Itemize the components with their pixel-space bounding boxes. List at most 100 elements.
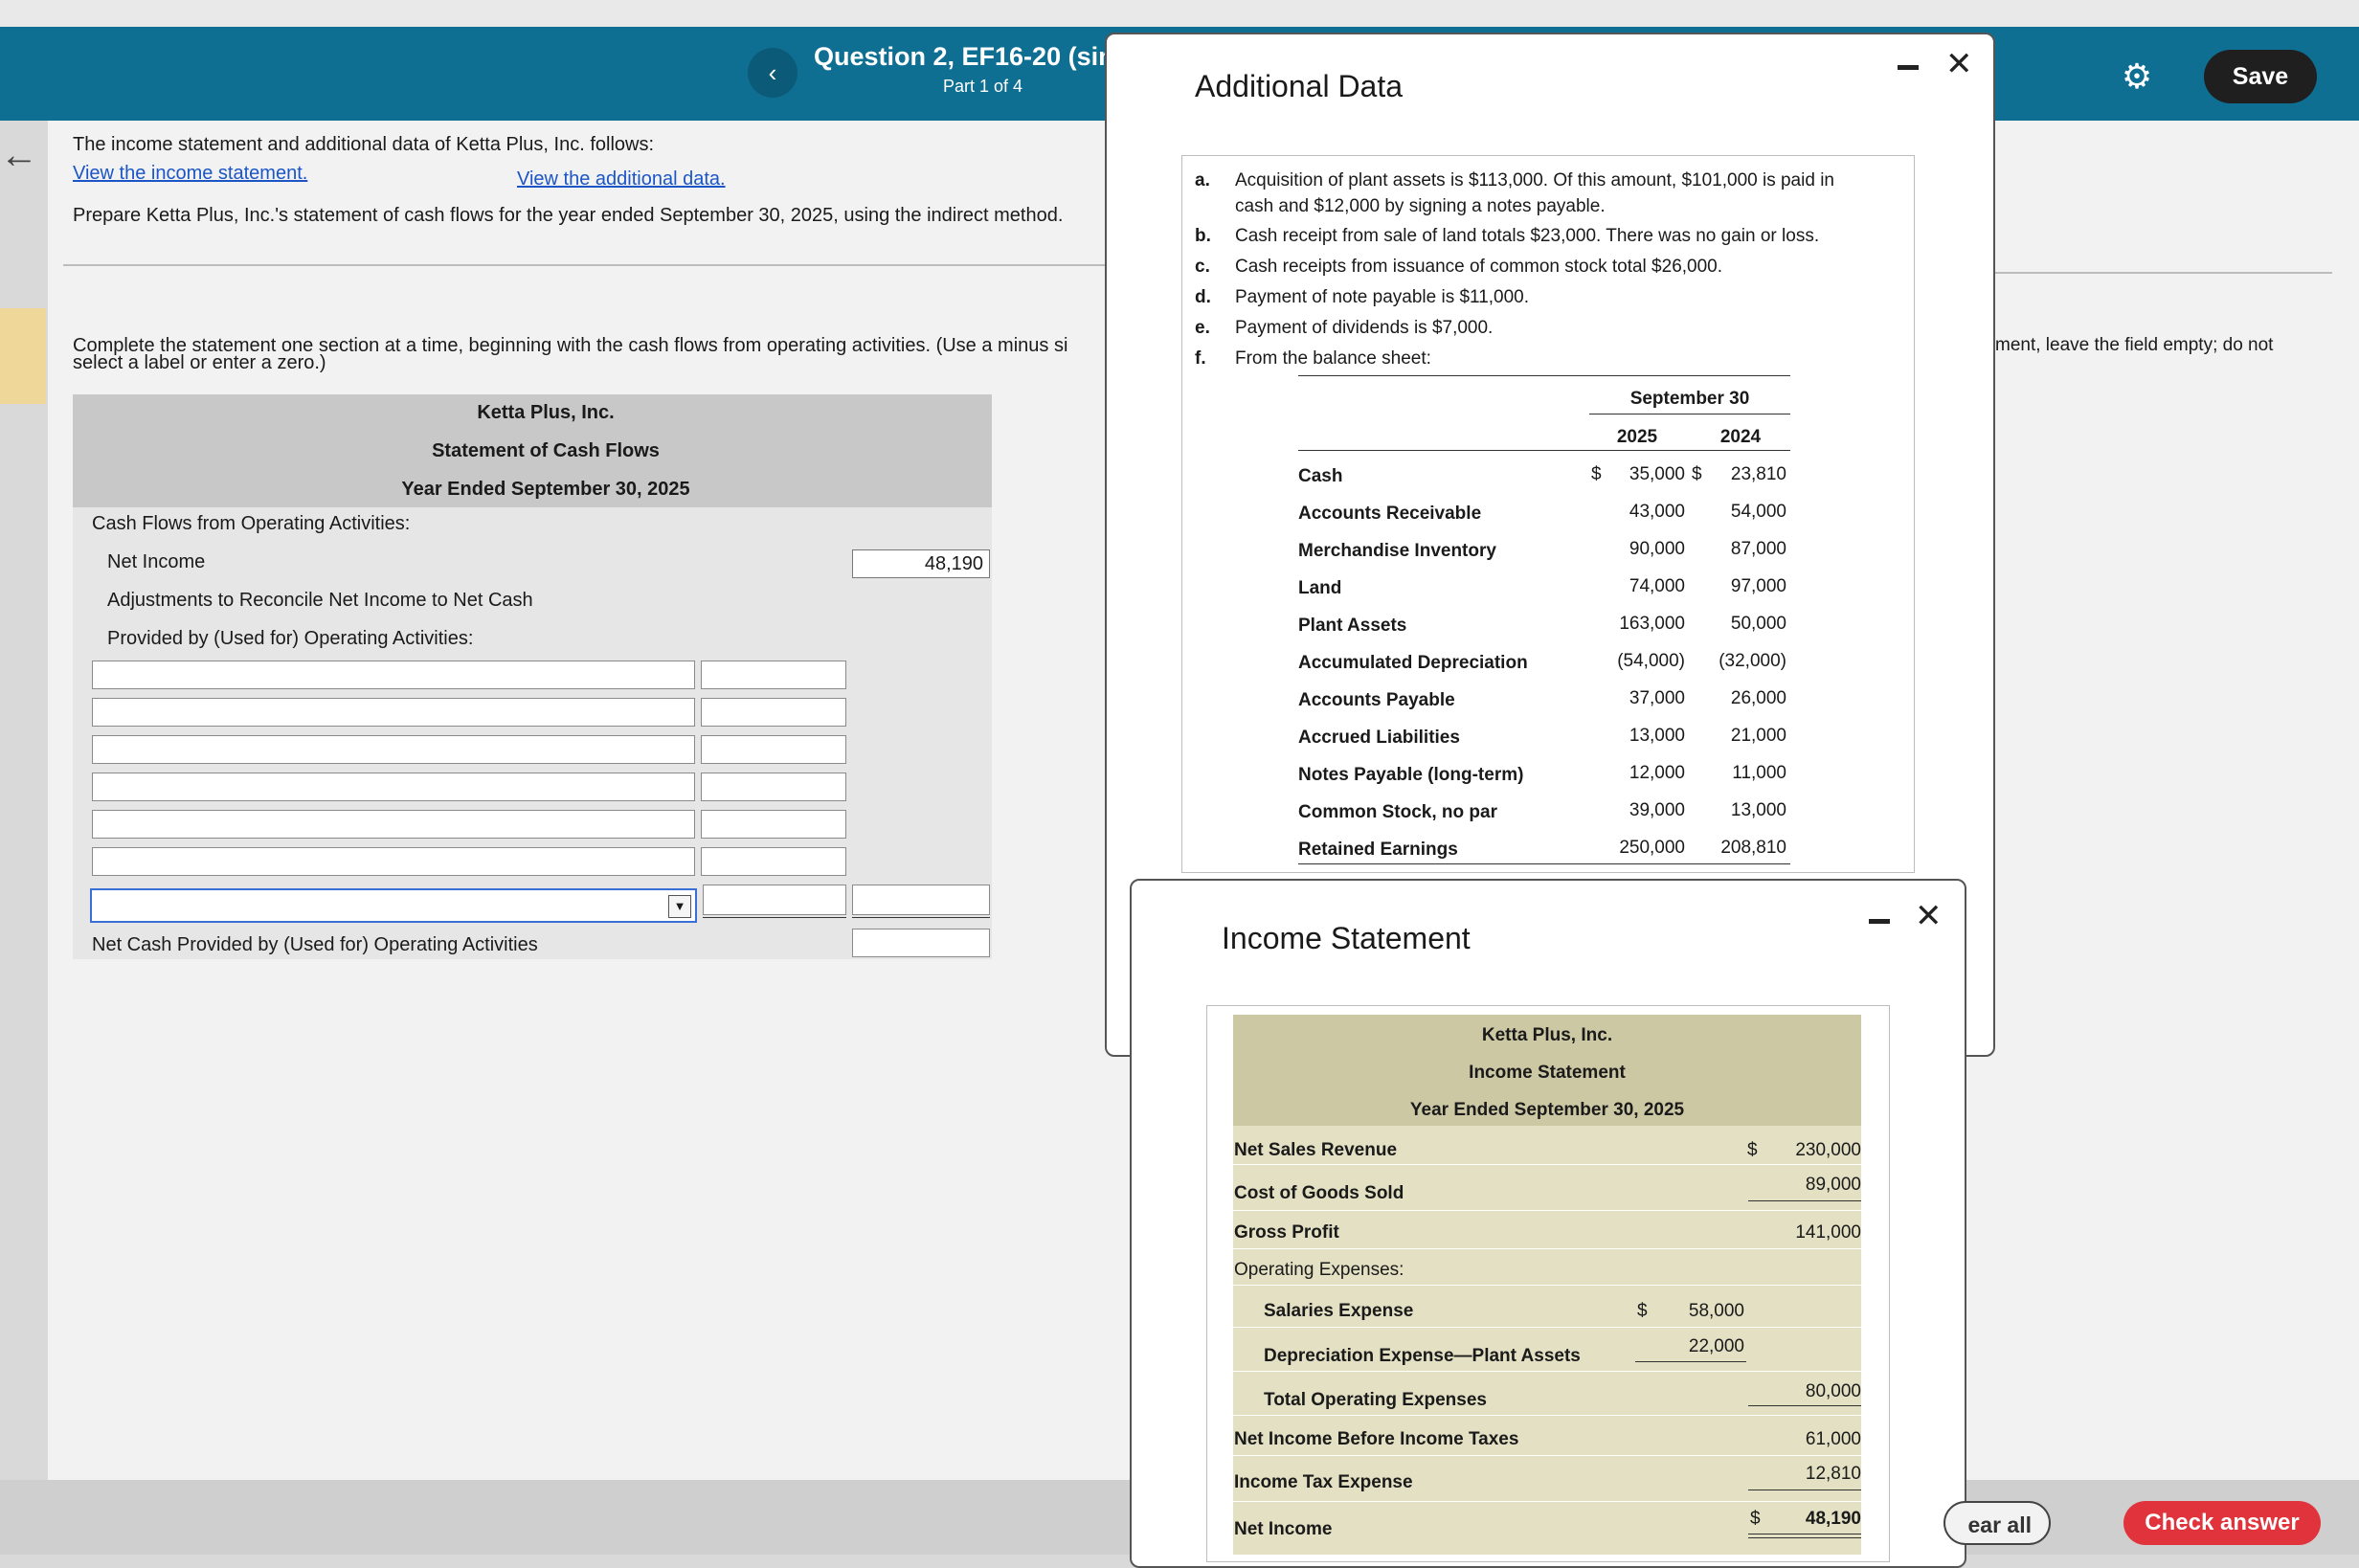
item-text: From the balance sheet: [1235, 348, 1431, 369]
is-value: 22,000 [1688, 1336, 1744, 1356]
is-value: 58,000 [1688, 1301, 1744, 1321]
balance-2024: 23,810 [1730, 464, 1786, 484]
adjustment-amount-input[interactable] [701, 698, 846, 727]
row-divider [1233, 1415, 1861, 1416]
is-row-label: Salaries Expense [1264, 1301, 1414, 1321]
minimize-icon[interactable] [1869, 919, 1890, 924]
balance-2025: 43,000 [1629, 502, 1685, 522]
adjustment-label-input[interactable] [92, 847, 695, 876]
back-arrow-icon[interactable]: ← [0, 134, 38, 176]
item-letter: a. [1195, 170, 1210, 190]
is-company: Ketta Plus, Inc. [1481, 1025, 1613, 1045]
statement-period: Year Ended September 30, 2025 [401, 479, 690, 500]
underline [1635, 1361, 1746, 1362]
balance-2024: 97,000 [1730, 576, 1786, 596]
question-title: Question 2, EF16-20 (simi [814, 42, 1129, 71]
row-divider [1233, 1327, 1861, 1328]
is-value: 80,000 [1805, 1381, 1861, 1401]
row-divider [1233, 1248, 1861, 1249]
is-value: 141,000 [1795, 1222, 1861, 1243]
dollar-sign: $ [1750, 1509, 1761, 1529]
is-row-label: Gross Profit [1234, 1222, 1339, 1243]
balance-header: September 30 [1629, 389, 1750, 409]
balance-2024: 11,000 [1732, 763, 1786, 783]
divider [63, 264, 1107, 266]
is-row-label: Operating Expenses: [1234, 1260, 1404, 1280]
chevron-down-icon[interactable]: ▼ [668, 895, 691, 918]
balance-row-label: Accounts Payable [1298, 690, 1455, 710]
underline [1298, 450, 1790, 451]
view-additional-data-link[interactable]: View the additional data. [517, 168, 726, 190]
item-text: Cash receipt from sale of land totals $2… [1235, 226, 1820, 246]
adjustment-label-select[interactable]: ▼ [90, 888, 697, 923]
check-answer-button[interactable]: Check answer [2123, 1501, 2321, 1545]
adjustment-label-input[interactable] [92, 773, 695, 801]
is-value: 61,000 [1805, 1429, 1861, 1449]
is-value: 230,000 [1795, 1140, 1861, 1160]
is-value: 48,190 [1805, 1509, 1861, 1529]
dollar-sign: $ [1692, 464, 1702, 484]
balance-row-label: Accounts Receivable [1298, 504, 1482, 524]
adjustment-label-input[interactable] [92, 810, 695, 839]
item-text: Acquisition of plant assets is $113,000.… [1235, 170, 1834, 190]
item-text: Payment of dividends is $7,000. [1235, 318, 1494, 338]
balance-2025: 250,000 [1619, 838, 1685, 858]
balance-row-label: Merchandise Inventory [1298, 541, 1496, 561]
adjustment-label-input[interactable] [92, 698, 695, 727]
adjustment-label-input[interactable] [92, 661, 695, 689]
balance-2024: 21,000 [1730, 726, 1786, 746]
close-icon[interactable]: ✕ [1915, 898, 1943, 934]
instruction-highlight [0, 308, 46, 404]
adjustment-amount-input[interactable] [701, 661, 846, 689]
instruction-text-2: select a label or enter a zero.) [73, 352, 326, 373]
net-cash-operating-input[interactable] [852, 929, 990, 957]
underline [1748, 1200, 1861, 1201]
adjustment-amount-input[interactable] [701, 847, 846, 876]
statement-header [73, 394, 992, 507]
balance-row-label: Accrued Liabilities [1298, 728, 1460, 748]
item-text: Payment of note payable is $11,000. [1235, 287, 1530, 307]
col-2025: 2025 [1616, 427, 1658, 447]
adjustment-amount-input[interactable] [701, 810, 846, 839]
row-divider [1233, 1164, 1861, 1165]
is-row-label: Total Operating Expenses [1264, 1390, 1487, 1410]
gear-icon[interactable]: ⚙ [2121, 56, 2153, 96]
dollar-sign: $ [1637, 1301, 1648, 1321]
is-row-label: Income Tax Expense [1234, 1472, 1413, 1492]
statement-company: Ketta Plus, Inc. [477, 402, 615, 423]
balance-2024: (32,000) [1719, 651, 1786, 671]
adjustment-amount-input[interactable] [703, 885, 846, 915]
close-icon[interactable]: ✕ [1945, 46, 1973, 82]
balance-row-label: Retained Earnings [1298, 840, 1458, 860]
statement-title: Statement of Cash Flows [432, 440, 660, 461]
view-income-statement-link[interactable]: View the income statement. [73, 163, 308, 184]
is-row-label: Depreciation Expense—Plant Assets [1264, 1346, 1581, 1366]
save-button[interactable]: Save [2204, 50, 2317, 103]
underline [703, 917, 846, 918]
col-2024: 2024 [1719, 427, 1762, 447]
item-text: Cash receipts from issuance of common st… [1235, 257, 1723, 277]
additional-data-title: Additional Data [1195, 69, 1404, 103]
adjustment-amount-input[interactable] [701, 735, 846, 764]
income-statement-dialog-title: Income Statement [1222, 921, 1471, 955]
instruction-text-right: ment, leave the field empty; do not [1995, 335, 2274, 355]
is-value: 12,810 [1805, 1464, 1861, 1484]
net-income-label: Net Income [107, 551, 206, 572]
task-text: Prepare Ketta Plus, Inc.'s statement of … [73, 205, 1064, 226]
net-cash-operating-label: Net Cash Provided by (Used for) Operatin… [92, 934, 538, 955]
total-adjustments-input[interactable] [852, 885, 990, 915]
operating-section-label: Cash Flows from Operating Activities: [92, 513, 411, 534]
previous-question-button[interactable]: ‹ [748, 48, 798, 98]
balance-2025: 37,000 [1629, 688, 1685, 708]
balance-2024: 26,000 [1730, 688, 1786, 708]
balance-2025: 12,000 [1629, 763, 1685, 783]
row-divider [1233, 1501, 1861, 1502]
balance-2024: 208,810 [1720, 838, 1786, 858]
adjustment-label-input[interactable] [92, 735, 695, 764]
adjustment-amount-input[interactable] [701, 773, 846, 801]
adjustments-label-2: Provided by (Used for) Operating Activit… [107, 628, 474, 649]
row-divider [1233, 1210, 1861, 1211]
minimize-icon[interactable] [1898, 65, 1919, 70]
clear-all-button[interactable]: ear all [1943, 1501, 2051, 1545]
balance-2024: 13,000 [1730, 800, 1786, 820]
